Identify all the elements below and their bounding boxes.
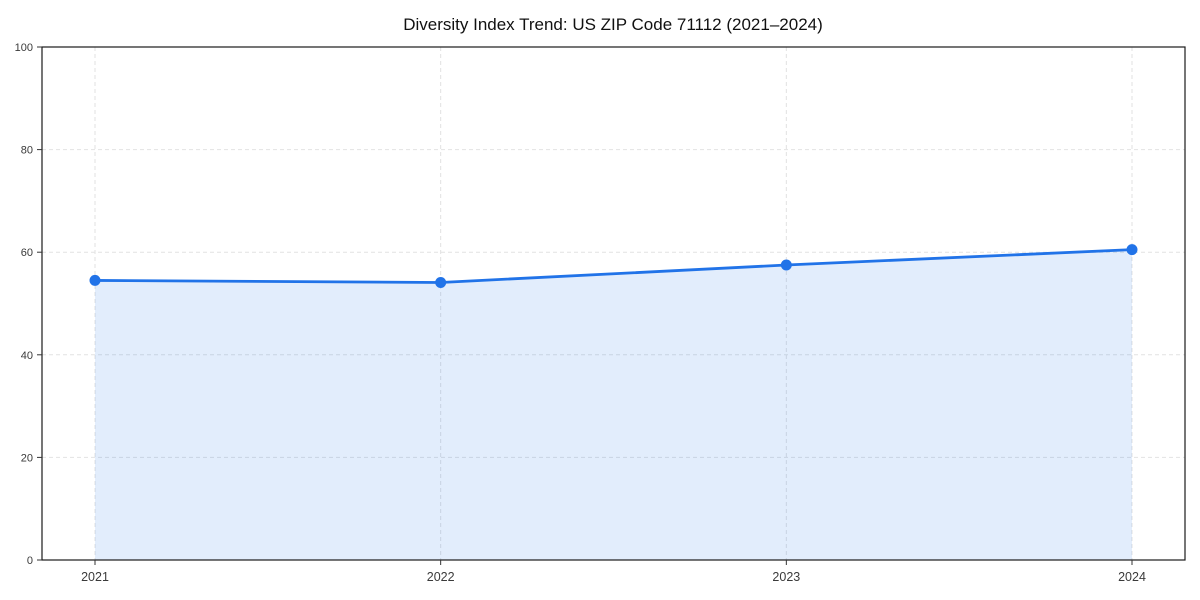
x-tick-label: 2024 [1118,570,1146,584]
data-point-marker [780,259,792,271]
y-tick-label: 100 [15,42,33,54]
y-tick-label: 40 [21,350,33,362]
data-point-marker [435,276,447,288]
chart-plot: 0 20 40 60 80 100 2021 2022 2023 2024 [15,42,1186,584]
chart-title: Diversity Index Trend: US ZIP Code 71112… [403,15,823,34]
x-tick-label: 2021 [81,570,109,584]
trend-line [93,248,1134,284]
data-point-marker [89,274,101,286]
data-point-marker [1126,244,1138,256]
area-fill [95,249,1132,560]
y-tick-label: 0 [27,555,33,567]
plot-border [41,46,1186,561]
y-tick-label: 20 [21,452,33,464]
y-tick-label: 60 [21,247,33,259]
y-tick-label: 80 [21,145,33,157]
x-tick-label: 2022 [427,570,455,584]
x-tick-label: 2023 [772,570,800,584]
